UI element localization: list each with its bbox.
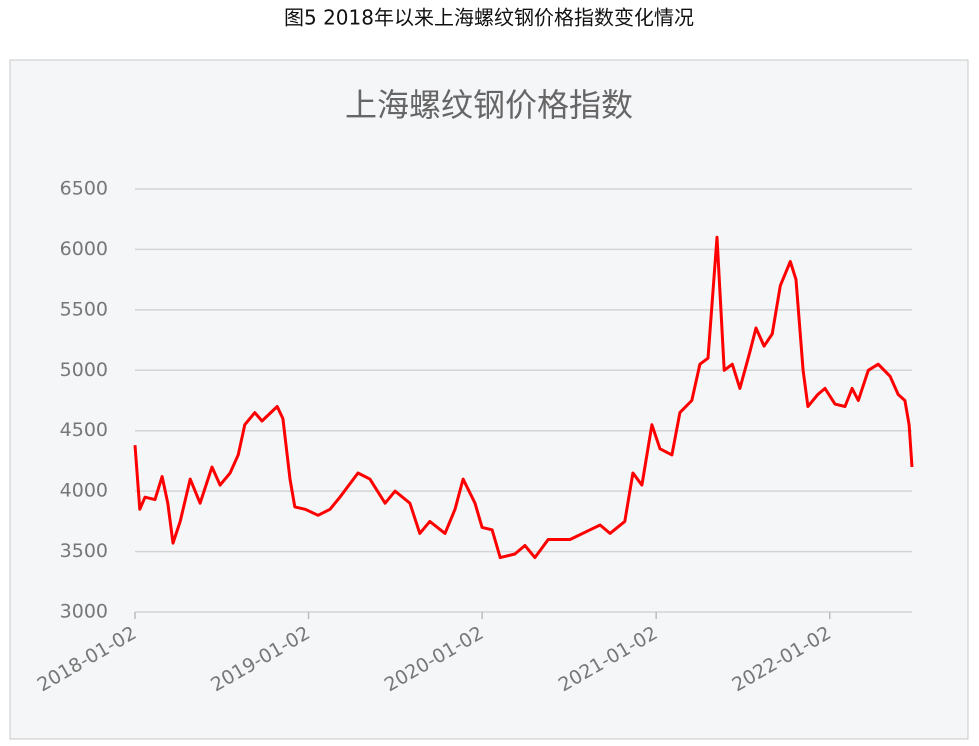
chart-title: 上海螺纹钢价格指数 xyxy=(345,86,633,124)
line xyxy=(133,235,914,560)
y-tick-label: 3500 xyxy=(60,540,108,562)
y-tick-label: 5000 xyxy=(60,359,108,381)
y-tick-label: 3000 xyxy=(60,601,108,623)
y-tick-label: 6000 xyxy=(60,238,108,260)
y-tick-label: 4000 xyxy=(60,480,108,502)
y-tick-label: 6500 xyxy=(60,178,108,200)
page-title: 图5 2018年以来上海螺纹钢价格指数变化情况 xyxy=(284,6,694,30)
y-tick-label: 4500 xyxy=(60,419,108,441)
y-tick-label: 5500 xyxy=(60,298,108,320)
